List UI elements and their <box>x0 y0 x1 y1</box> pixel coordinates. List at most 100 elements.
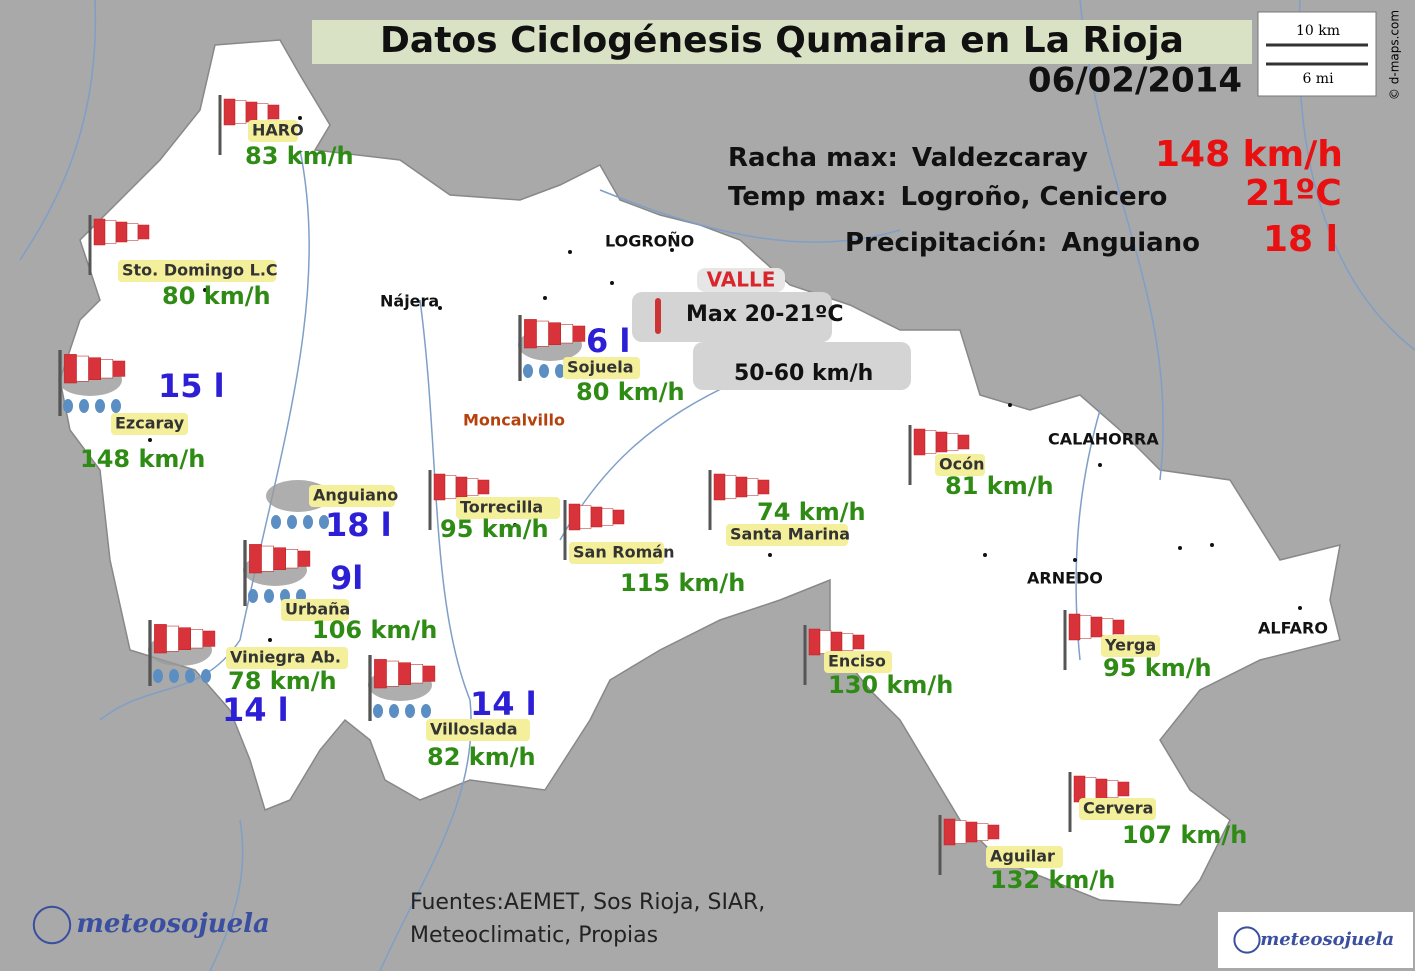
raindrop-icon <box>63 399 73 413</box>
windsock-stripe <box>841 633 854 651</box>
town-label: Nájera <box>380 292 439 311</box>
title-highlight <box>312 20 1252 64</box>
town-label: ARNEDO <box>1027 569 1103 588</box>
logo-mark <box>32 905 72 945</box>
station-wind: 132 km/h <box>990 866 1115 894</box>
station-name-bg <box>118 260 276 282</box>
town-dot <box>1298 606 1302 610</box>
town-dot <box>1008 403 1012 407</box>
town-dot <box>268 638 272 642</box>
windsock-icon <box>518 315 586 382</box>
windsock-stripe <box>536 320 549 347</box>
windsock-stripe <box>954 820 967 844</box>
valle-temp: Max 20-21ºC <box>686 302 844 327</box>
summary-line: Temp max: Logroño, Cenicero <box>728 182 1167 212</box>
raindrop-icon <box>523 364 533 378</box>
windsock-icon <box>58 350 126 417</box>
raindrop-icon <box>169 669 179 683</box>
summary-line: Precipitación: Anguiano <box>845 228 1200 258</box>
windsock-stripe <box>713 473 726 501</box>
valle-temp-bg <box>632 292 832 342</box>
summary-label: Racha max: <box>728 143 898 173</box>
windsock-stripe <box>830 631 843 653</box>
raindrop-icon <box>539 364 549 378</box>
windsock-stripe <box>1068 613 1081 641</box>
valle-wind-bg <box>693 342 911 390</box>
station-wind: 130 km/h <box>828 671 953 699</box>
windsock-stripe <box>735 476 748 498</box>
windsock-stripe <box>374 659 387 689</box>
windsock-icon <box>803 625 865 685</box>
windsock-stripe <box>398 662 411 685</box>
windsock-stripe <box>946 433 959 451</box>
windsock-stripe <box>987 824 1000 840</box>
windsock-stripe <box>1101 618 1114 636</box>
windsock-stripe <box>88 357 101 380</box>
station-name: Enciso <box>828 652 886 671</box>
station-name-bg <box>563 357 640 379</box>
station-precip: 14 l <box>470 685 537 723</box>
town-dot <box>983 553 987 557</box>
raindrop-icon <box>248 589 258 603</box>
station-name-bg <box>309 485 395 507</box>
scale-km: 10 km <box>1296 23 1340 39</box>
windsock-icon <box>368 655 436 722</box>
raindrop-icon <box>303 515 313 529</box>
station-name: HARO <box>252 121 304 140</box>
windsock-stripe <box>1079 615 1092 639</box>
windsock-stripe <box>154 624 167 654</box>
town-label: CALAHORRA <box>1048 430 1159 449</box>
logo-text: meteosojuela <box>1260 929 1394 950</box>
station-name: Viniegra Ab. <box>230 648 341 667</box>
windsock-stripe <box>386 660 399 687</box>
summary-value: 21ºC <box>1245 173 1342 214</box>
station-precip: 15 l <box>158 367 225 405</box>
windsock-icon <box>908 425 970 485</box>
station-name: Santa Marina <box>730 525 850 544</box>
town-dot <box>1178 546 1182 550</box>
station-name-bg <box>986 846 1063 868</box>
station-precip: 9l <box>330 559 363 597</box>
station-name: Cervera <box>1083 799 1153 818</box>
town-dot <box>1210 543 1214 547</box>
raindrop-icon <box>201 669 211 683</box>
raindrop-icon <box>95 399 105 413</box>
windsock-stripe <box>422 665 436 682</box>
sources-line: Meteoclimatic, Propias <box>410 923 658 948</box>
windsock-stripe <box>1090 616 1103 638</box>
windsock-stripe <box>965 821 978 843</box>
windsock-stripe <box>579 505 592 529</box>
summary-place: Logroño, Cenicero <box>900 182 1167 212</box>
town-dot <box>568 250 572 254</box>
town-dot <box>768 553 772 557</box>
windsock-icon <box>708 470 770 530</box>
windsock-stripe <box>137 224 150 240</box>
station-name-bg <box>426 719 530 741</box>
windsock-stripe <box>100 359 114 379</box>
station-name-bg <box>1079 798 1156 820</box>
town-label: ALFARO <box>1258 619 1328 638</box>
windsock-icon <box>563 500 625 560</box>
windsock-stripe <box>612 509 625 525</box>
raindrop-icon <box>153 669 163 683</box>
valle-label: VALLE <box>707 268 776 292</box>
raindrop-icon <box>421 704 431 718</box>
windsock-stripe <box>433 473 446 501</box>
station-name: Ocón <box>939 455 984 474</box>
windsock-stripe <box>245 101 258 123</box>
station-wind: 78 km/h <box>228 667 337 695</box>
windsock-stripe <box>166 625 179 652</box>
scale-mi: 6 mi <box>1302 71 1334 87</box>
summary-label: Temp max: <box>728 182 886 212</box>
town-dot <box>438 306 442 310</box>
station-wind: 82 km/h <box>427 743 536 771</box>
logo-mark <box>1233 926 1261 954</box>
windsock-stripe <box>249 544 262 574</box>
town-dot <box>1098 463 1102 467</box>
raindrop-icon <box>264 589 274 603</box>
windsock-stripe <box>76 355 89 382</box>
windsock-stripe <box>757 479 770 495</box>
station-name-bg <box>281 599 349 621</box>
windsock-stripe <box>548 322 561 345</box>
